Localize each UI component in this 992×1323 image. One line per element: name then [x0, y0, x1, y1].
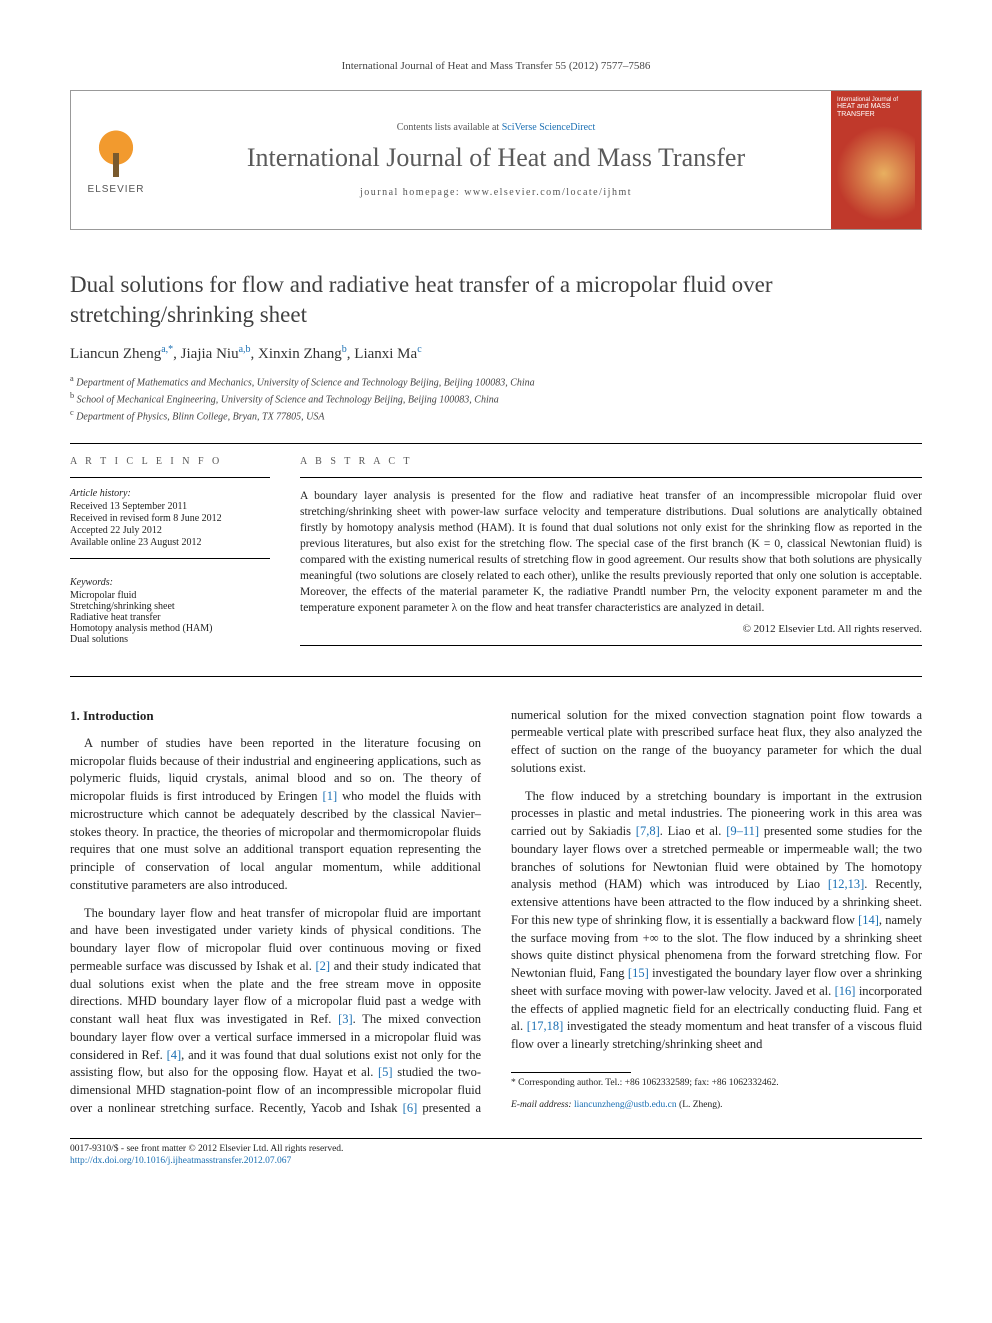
journal-title: International Journal of Heat and Mass T…	[171, 143, 821, 173]
header-center: Contents lists available at SciVerse Sci…	[161, 91, 831, 229]
citation-link[interactable]: [2]	[316, 959, 331, 973]
article-info-column: A R T I C L E I N F O Article history: R…	[70, 456, 270, 656]
history-line: Received 13 September 2011	[70, 501, 270, 512]
author: Jiajia Niu	[181, 346, 239, 362]
article-history-head: Article history:	[70, 488, 270, 499]
affiliation: b School of Mechanical Engineering, Univ…	[70, 390, 922, 407]
citation-link[interactable]: [6]	[403, 1101, 418, 1115]
aff-sup: c	[70, 408, 74, 417]
horizontal-rule	[70, 443, 922, 444]
article-title: Dual solutions for flow and radiative he…	[70, 270, 922, 330]
page: International Journal of Heat and Mass T…	[0, 0, 992, 1207]
aff-text: Department of Physics, Blinn College, Br…	[76, 412, 324, 423]
issn-line: 0017-9310/$ - see front matter © 2012 El…	[70, 1143, 922, 1155]
aff-text: Department of Mathematics and Mechanics,…	[76, 377, 534, 388]
section-heading: 1. Introduction	[70, 707, 481, 725]
affiliation: c Department of Physics, Blinn College, …	[70, 407, 922, 424]
para-run: who model the fluids with microstructure…	[70, 789, 481, 892]
keyword: Dual solutions	[70, 634, 270, 645]
keyword: Homotopy analysis method (HAM)	[70, 623, 270, 634]
email-link[interactable]: liancunzheng@ustb.edu.cn	[574, 1100, 677, 1110]
citation-link[interactable]: [15]	[628, 966, 649, 980]
author: Liancun Zheng	[70, 346, 161, 362]
body-text: 1. Introduction A number of studies have…	[70, 707, 922, 1120]
citation-link[interactable]: [3]	[338, 1012, 353, 1026]
citation-link[interactable]: [9–11]	[726, 824, 759, 838]
affiliations: a Department of Mathematics and Mechanic…	[70, 373, 922, 425]
citation-link[interactable]: [17,18]	[527, 1019, 563, 1033]
horizontal-rule	[70, 558, 270, 559]
journal-cover-thumb: International Journal of HEAT and MASS T…	[831, 91, 921, 229]
contents-prefix: Contents lists available at	[397, 122, 502, 133]
affiliation: a Department of Mathematics and Mechanic…	[70, 373, 922, 390]
copyright-line: © 2012 Elsevier Ltd. All rights reserved…	[300, 623, 922, 635]
horizontal-rule	[300, 645, 922, 646]
para-run: investigated the steady momentum and hea…	[511, 1019, 922, 1051]
article-info-heading: A R T I C L E I N F O	[70, 456, 270, 467]
homepage-prefix: journal homepage:	[360, 187, 464, 198]
cover-title: HEAT and MASS TRANSFER	[837, 103, 915, 118]
article-info-row: A R T I C L E I N F O Article history: R…	[70, 456, 922, 656]
author: Xinxin Zhang	[258, 346, 342, 362]
email-tail: (L. Zheng).	[677, 1100, 723, 1110]
paragraph: A number of studies have been reported i…	[70, 735, 481, 895]
citation-link[interactable]: [7,8]	[636, 824, 660, 838]
email-footnote: E-mail address: liancunzheng@ustb.edu.cn…	[511, 1099, 922, 1111]
journal-header: ELSEVIER Contents lists available at Sci…	[70, 90, 922, 230]
homepage-url: www.elsevier.com/locate/ijhmt	[464, 187, 632, 198]
abstract-text: A boundary layer analysis is presented f…	[300, 488, 922, 617]
horizontal-rule	[70, 676, 922, 677]
elsevier-logo: ELSEVIER	[71, 91, 161, 229]
keywords-head: Keywords:	[70, 577, 270, 588]
cover-art-icon	[837, 124, 915, 223]
elsevier-label: ELSEVIER	[88, 184, 145, 195]
author: Lianxi Ma	[354, 346, 417, 362]
citation-link[interactable]: [4]	[167, 1048, 182, 1062]
keyword: Micropolar fluid	[70, 590, 270, 601]
journal-homepage: journal homepage: www.elsevier.com/locat…	[171, 187, 821, 198]
para-run: . Liao et al.	[660, 824, 726, 838]
citation-link[interactable]: [1]	[323, 789, 338, 803]
author-sup: a,b	[239, 344, 251, 355]
contents-available-line: Contents lists available at SciVerse Sci…	[171, 122, 821, 133]
footnote-block: * Corresponding author. Tel.: +86 106233…	[511, 1072, 922, 1112]
abstract-column: A B S T R A C T A boundary layer analysi…	[300, 456, 922, 656]
history-line: Available online 23 August 2012	[70, 537, 270, 548]
citation-link[interactable]: [5]	[378, 1065, 393, 1079]
footnote-rule	[511, 1072, 631, 1073]
history-line: Received in revised form 8 June 2012	[70, 513, 270, 524]
bottom-bar: 0017-9310/$ - see front matter © 2012 El…	[70, 1138, 922, 1168]
doi-link[interactable]: http://dx.doi.org/10.1016/j.ijheatmasstr…	[70, 1156, 291, 1166]
citation-link[interactable]: [12,13]	[828, 877, 864, 891]
corresponding-footnote: * Corresponding author. Tel.: +86 106233…	[511, 1077, 922, 1089]
citation-link[interactable]: [14]	[858, 913, 879, 927]
aff-sup: b	[70, 391, 74, 400]
citation-link[interactable]: [16]	[835, 984, 856, 998]
horizontal-rule	[300, 477, 922, 478]
aff-sup: a	[70, 374, 74, 383]
journal-reference: International Journal of Heat and Mass T…	[70, 60, 922, 72]
abstract-heading: A B S T R A C T	[300, 456, 922, 467]
aff-text: School of Mechanical Engineering, Univer…	[77, 394, 499, 405]
keyword: Stretching/shrinking sheet	[70, 601, 270, 612]
author-sup: b	[342, 344, 347, 355]
paragraph: The flow induced by a stretching boundar…	[511, 788, 922, 1054]
keyword: Radiative heat transfer	[70, 612, 270, 623]
horizontal-rule	[70, 477, 270, 478]
corresponding-star: *	[168, 344, 173, 355]
email-label: E-mail address:	[511, 1100, 572, 1110]
elsevier-tree-icon	[89, 126, 143, 180]
author-sup: c	[417, 344, 421, 355]
authors-line: Liancun Zhenga,*, Jiajia Niua,b, Xinxin …	[70, 344, 922, 363]
history-line: Accepted 22 July 2012	[70, 525, 270, 536]
sciencedirect-link[interactable]: SciVerse ScienceDirect	[502, 122, 596, 133]
